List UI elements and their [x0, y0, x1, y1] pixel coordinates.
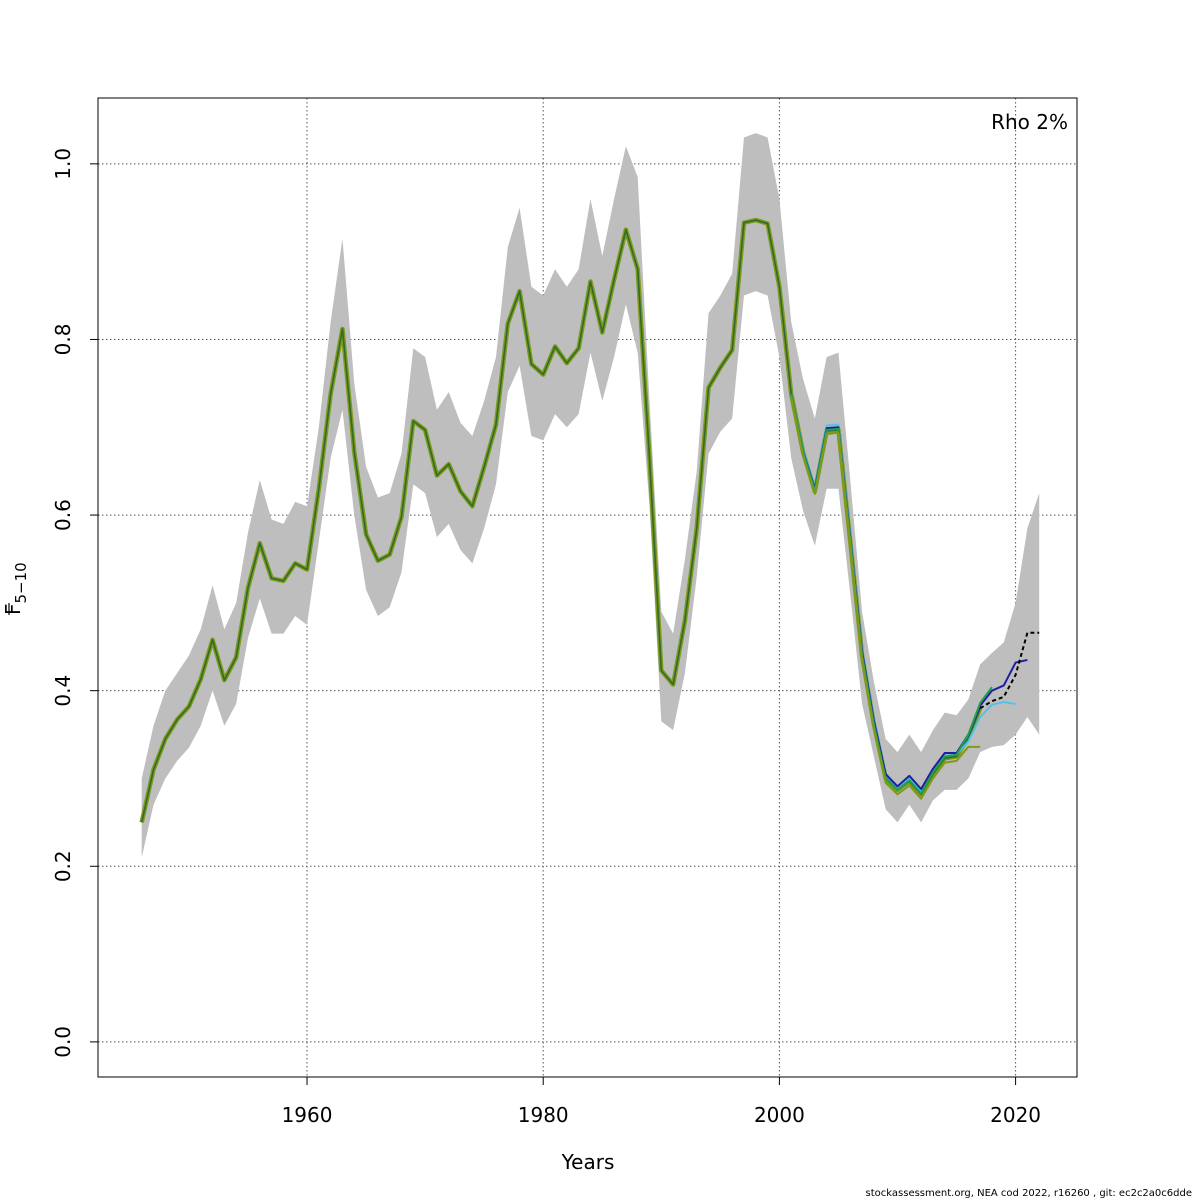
y-axis: 0.0 0.2 0.4 0.6 0.8 1.0	[51, 148, 99, 1058]
series-line-terminal-dashed	[979, 631, 1040, 710]
y-tick-label: 0.6	[51, 499, 75, 531]
confidence-band-area	[141, 133, 1040, 858]
x-axis: 1960 1980 2000 2020	[282, 1076, 1041, 1127]
rho-annotation: Rho 2%	[991, 110, 1068, 134]
x-tick-label: 1960	[282, 1103, 333, 1127]
y-axis-title: F5−10	[1, 562, 30, 615]
confidence-band	[141, 133, 1040, 858]
y-axis-title-subscript: 5−10	[12, 562, 30, 603]
y-tick-label: 1.0	[51, 148, 75, 180]
y-tick-label: 0.4	[51, 675, 75, 707]
y-tick-label: 0.8	[51, 324, 75, 356]
svg-text:F5−10: F5−10	[1, 562, 30, 615]
retro-peel-line	[790, 393, 1016, 792]
x-tick-label: 2020	[990, 1103, 1041, 1127]
x-axis-title: Years	[561, 1150, 615, 1174]
footer-note: stockassessment.org, NEA cod 2022, r1626…	[866, 1188, 1192, 1199]
retro-peel-line	[790, 393, 1028, 791]
y-tick-label: 0.0	[51, 1026, 75, 1058]
retro-peel-line	[790, 396, 981, 800]
y-axis-title-main: F	[1, 603, 25, 615]
x-tick-label: 1980	[518, 1103, 569, 1127]
x-tick-label: 2000	[754, 1103, 805, 1127]
series-lines	[139, 217, 1040, 823]
y-tick-label: 0.2	[51, 850, 75, 882]
